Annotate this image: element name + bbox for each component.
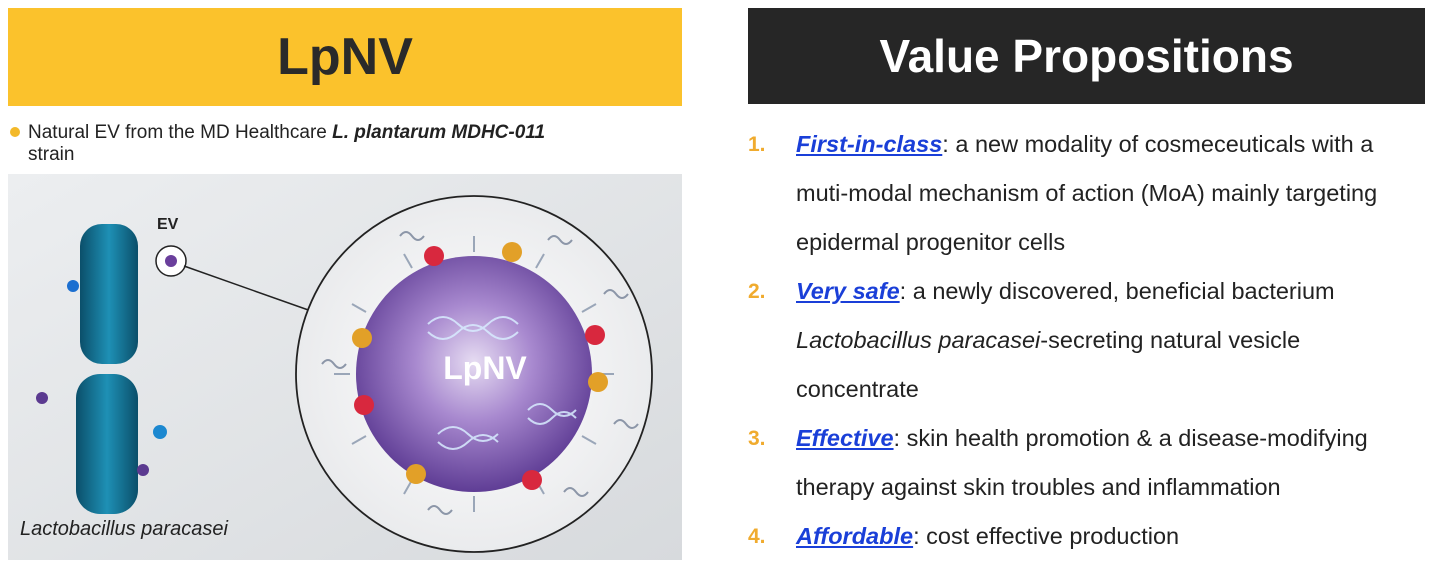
item-number: 3. [748,427,766,450]
first-in-class-link[interactable]: First-in-class [796,131,943,157]
value-propositions-header: Value Propositions [748,8,1425,104]
lpnv-illustration-graphic [8,174,682,560]
value-propositions-title: Value Propositions [879,30,1294,82]
item-description: : cost effective production [913,523,1180,549]
item-number: 1. [748,133,766,156]
item-description: : a new modality of cosmeceuticals with … [796,131,1378,255]
lpnv-title: LpNV [277,28,413,86]
value-proposition-item: 1. First-in-class: a new modality of cos… [748,120,1428,267]
item-number: 4. [748,525,766,548]
surface-protein-red [354,395,374,415]
value-proposition-item: 4. Affordable: cost effective production [748,512,1428,561]
bacterium-rod-bottom [76,374,138,514]
surface-protein-red [522,470,542,490]
strain-bullet: Natural EV from the MD Healthcare L. pla… [10,122,670,166]
surface-protein-orange [352,328,372,348]
ev-dot [165,255,177,267]
ev-label: EV [157,216,179,233]
value-proposition-item: 2. Very safe: a newly discovered, benefi… [748,267,1428,414]
affordable-link[interactable]: Affordable [796,523,914,549]
surface-protein-red [585,325,605,345]
item-description-tail: -secreting natural vesicle concentrate [796,327,1301,402]
surface-protein-red [424,246,444,266]
item-species-name: Lactobacillus paracasei [796,327,1041,353]
figure-caption: Lactobacillus paracasei [20,518,228,540]
ev-connector-line [183,265,315,313]
surface-protein-orange [588,372,608,392]
vesicle-dot [153,425,167,439]
bullet-dot-icon [10,127,20,137]
strain-bullet-suffix: strain [28,144,75,165]
vesicle-dot [137,464,149,476]
strain-bullet-prefix: Natural EV from the MD Healthcare [28,122,333,143]
item-description: : a newly discovered, beneficial bacteri… [899,278,1335,304]
vesicle-dot [36,392,48,404]
very-safe-link[interactable]: Very safe [796,278,900,304]
lpnv-vesicle [356,256,592,492]
value-propositions-list: 1. First-in-class: a new modality of cos… [748,120,1428,561]
lpnv-illustration [8,174,682,560]
item-description: : skin health promotion & a disease-modi… [796,425,1368,500]
vesicle-dot [67,280,79,292]
value-proposition-item: 3. Effective: skin health promotion & a … [748,414,1428,512]
surface-protein-orange [502,242,522,262]
strain-name: L. plantarum MDHC-011 [332,122,546,143]
surface-protein-orange [406,464,426,484]
bacterium-rod-top [80,224,138,364]
item-number: 2. [748,280,766,303]
strain-bullet-text: Natural EV from the MD Healthcare L. pla… [28,122,670,166]
effective-link[interactable]: Effective [796,425,894,451]
lpnv-vesicle-label: LpNV [443,350,527,386]
lpnv-header: LpNV [8,8,682,106]
